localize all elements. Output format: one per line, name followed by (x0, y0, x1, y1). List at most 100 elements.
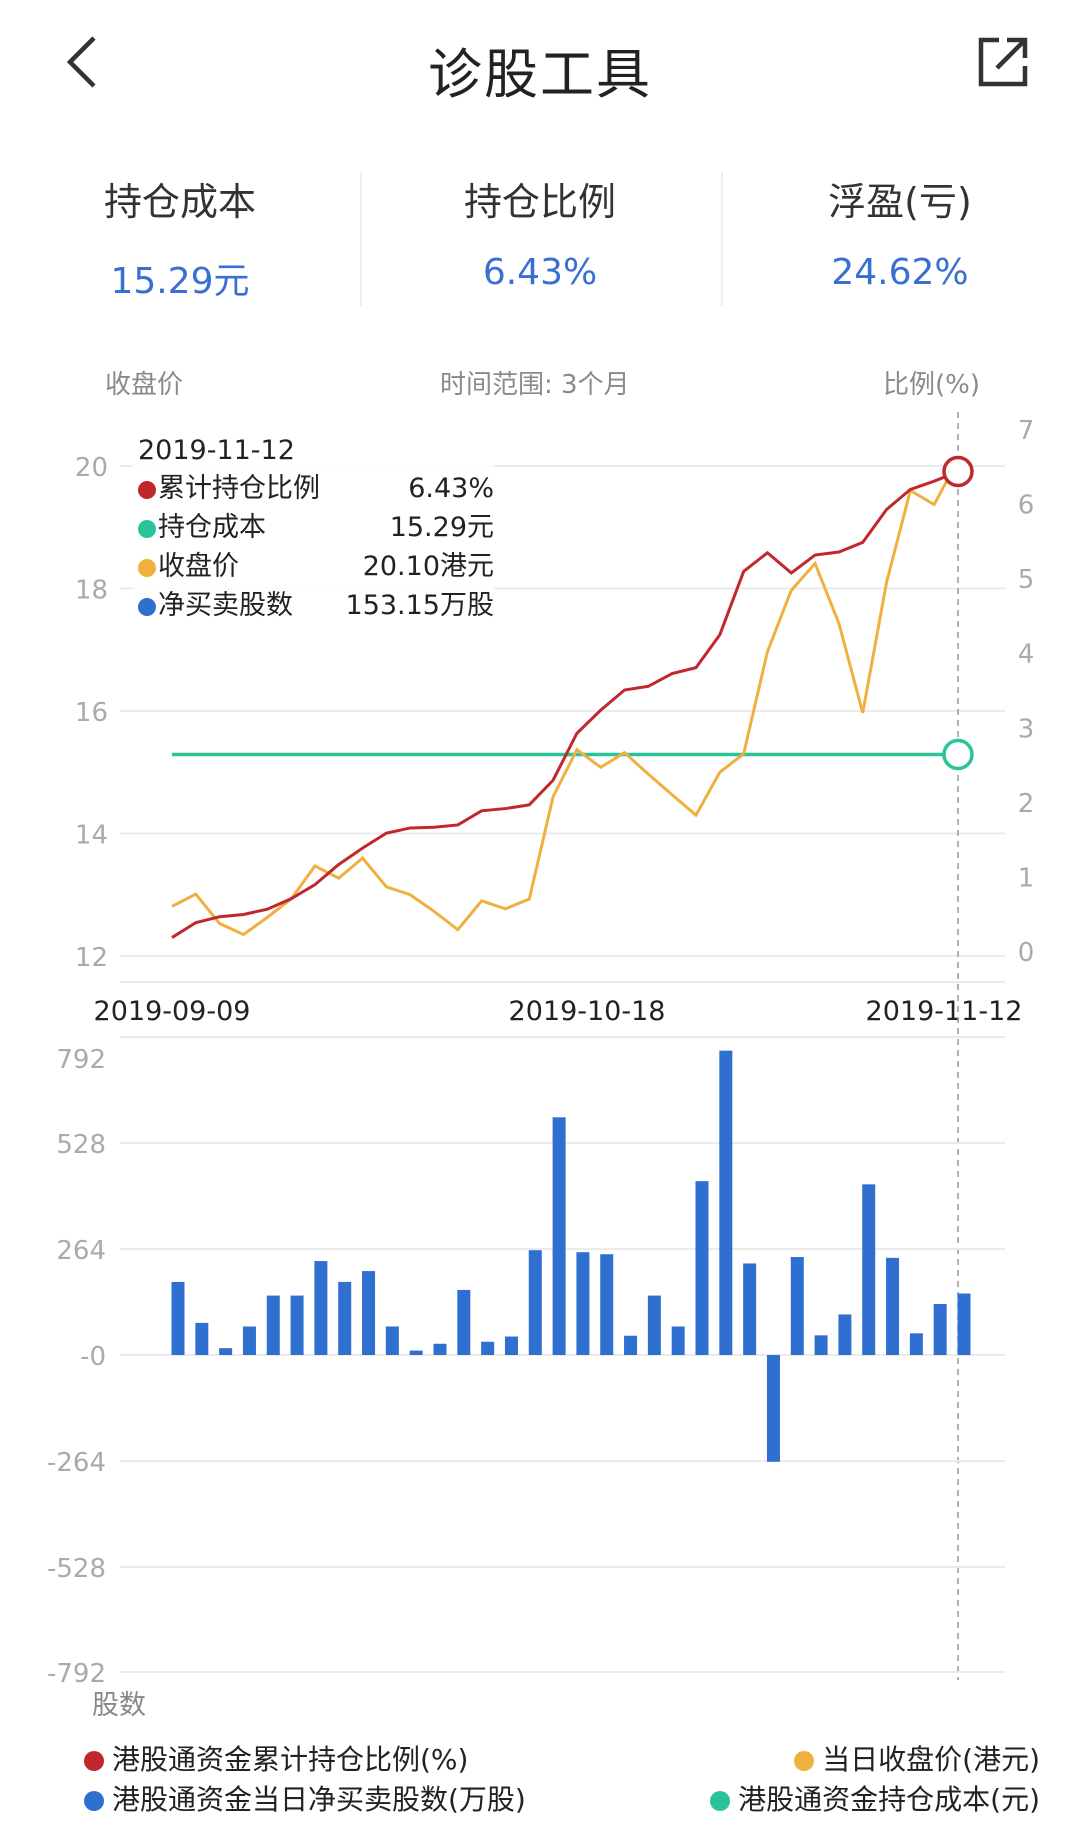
y-tick-label: 12 (75, 943, 108, 973)
page-title: 诊股工具 (428, 43, 652, 106)
legend-label: 当日收盘价(港元) (822, 1743, 1040, 1776)
stat-floating-pnl: 浮盈(亏) 24.62% (720, 170, 1080, 293)
y2-tick-label: 0 (1018, 938, 1035, 968)
divider (721, 172, 723, 306)
share-button[interactable] (975, 34, 1031, 90)
tooltip: 2019-11-12 累计持仓比例 6.43% 持仓成本 15.29元 收盘价 20.… (132, 432, 494, 632)
volume-bar (457, 1289, 471, 1355)
red-dot-icon (84, 1751, 104, 1771)
legend-label: 港股通资金累计持仓比例(%) (112, 1743, 469, 1776)
stat-label: 浮盈(亏) (828, 180, 972, 224)
volume-bar (909, 1333, 923, 1355)
volume-bar (814, 1335, 828, 1355)
volume-bar (528, 1250, 542, 1355)
tooltip-row-price: 收盘价 20.10港元 (138, 548, 494, 586)
y-tick-label: 20 (75, 453, 108, 483)
volume-bar (600, 1254, 614, 1355)
stat-label: 持仓比例 (463, 180, 616, 224)
volume-bar (743, 1263, 757, 1355)
y-tick-label: 528 (56, 1130, 106, 1160)
legend-item-ratio[interactable]: 港股通资金累计持仓比例(%) (84, 1738, 468, 1778)
volume-bar (338, 1281, 352, 1355)
volume-bar (862, 1184, 876, 1355)
y2-tick-label: 2 (1018, 789, 1035, 819)
back-button[interactable] (58, 32, 108, 92)
y-tick-label: -264 (47, 1448, 106, 1478)
red-dot-icon (138, 480, 156, 499)
x-tick-label: 2019-09-09 (94, 996, 251, 1027)
tooltip-label: 累计持仓比例 (158, 473, 320, 504)
volume-bar (886, 1257, 900, 1355)
legend-item-cost[interactable]: 港股通资金持仓成本(元) (710, 1778, 1040, 1818)
ratio-line (171, 470, 959, 939)
volume-bar (171, 1281, 185, 1355)
stat-holding-ratio: 持仓比例 6.43% (360, 170, 720, 293)
tooltip-label: 净买卖股数 (158, 590, 293, 621)
y2-tick-label: 5 (1018, 565, 1035, 595)
volume-bar (647, 1295, 661, 1355)
y-tick-label: -528 (47, 1554, 106, 1584)
y-tick-label: 264 (56, 1236, 106, 1266)
yellow-dot-icon (794, 1751, 815, 1771)
x-tick-label: 2019-11-12 (866, 996, 1023, 1027)
divider (360, 172, 362, 306)
chevron-left-icon (66, 36, 96, 88)
tooltip-row-ratio: 累计持仓比例 6.43% (138, 470, 494, 508)
tooltip-label: 持仓成本 (158, 512, 266, 543)
y-tick-label: 18 (75, 576, 108, 606)
volume-bar (838, 1314, 852, 1355)
volume-bar (695, 1181, 709, 1355)
volume-bar (576, 1252, 590, 1355)
volume-bar (481, 1341, 495, 1355)
volume-bar (933, 1304, 947, 1355)
time-range-selector[interactable]: 时间范围: 3个月 (440, 370, 630, 400)
tooltip-date: 2019-11-12 (138, 435, 295, 466)
legend-label: 港股通资金当日净买卖股数(万股) (112, 1783, 526, 1816)
y-tick-label: -792 (47, 1659, 106, 1689)
y2-tick-label: 6 (1018, 491, 1035, 521)
legend-item-volume[interactable]: 港股通资金当日净买卖股数(万股) (84, 1778, 526, 1818)
volume-bar (195, 1322, 209, 1355)
y2-tick-label: 1 (1018, 863, 1035, 893)
volume-bar (266, 1295, 280, 1355)
green-dot-icon (138, 519, 156, 538)
blue-dot-icon (138, 597, 156, 616)
ratio-marker (942, 455, 974, 488)
volume-bar (290, 1295, 304, 1355)
legend-item-price[interactable]: 当日收盘价(港元) (794, 1738, 1040, 1778)
volume-bar (242, 1326, 256, 1355)
tooltip-row-cost: 持仓成本 15.29元 (138, 509, 494, 547)
cost-marker (942, 738, 974, 771)
volume-bar (362, 1271, 376, 1355)
y-tick-label: -0 (80, 1342, 106, 1372)
volume-bar (719, 1050, 733, 1355)
y2-tick-label: 3 (1018, 714, 1035, 744)
y2-tick-label: 4 (1018, 640, 1035, 670)
legend-label: 港股通资金持仓成本(元) (738, 1783, 1040, 1816)
stat-value: 6.43% (482, 252, 598, 293)
volume-bar (624, 1335, 638, 1355)
volume-bar (957, 1293, 971, 1355)
right-axis-title: 比例(%) (883, 370, 980, 400)
price-line (171, 459, 960, 937)
tooltip-value: 15.29元 (389, 512, 494, 543)
tooltip-value: 153.15万股 (345, 590, 494, 621)
volume-bar (790, 1257, 804, 1355)
volume-bar (409, 1350, 423, 1355)
left-axis-title: 收盘价 (105, 370, 184, 400)
volume-bar (219, 1348, 233, 1355)
tooltip-row-volume: 净买卖股数 153.15万股 (138, 587, 494, 625)
volume-bar (433, 1343, 447, 1355)
blue-dot-icon (84, 1791, 104, 1811)
y-tick-label: 14 (75, 821, 108, 851)
stat-value: 15.29元 (110, 261, 250, 302)
stat-label: 持仓成本 (103, 180, 256, 224)
volume-bar (314, 1261, 328, 1355)
stat-value: 24.62% (831, 252, 969, 293)
y-tick-label: 16 (75, 698, 108, 728)
tooltip-label: 收盘价 (158, 551, 239, 582)
y-tick-label: 792 (56, 1045, 106, 1075)
volume-bar (504, 1336, 518, 1355)
tooltip-value: 6.43% (408, 473, 494, 504)
